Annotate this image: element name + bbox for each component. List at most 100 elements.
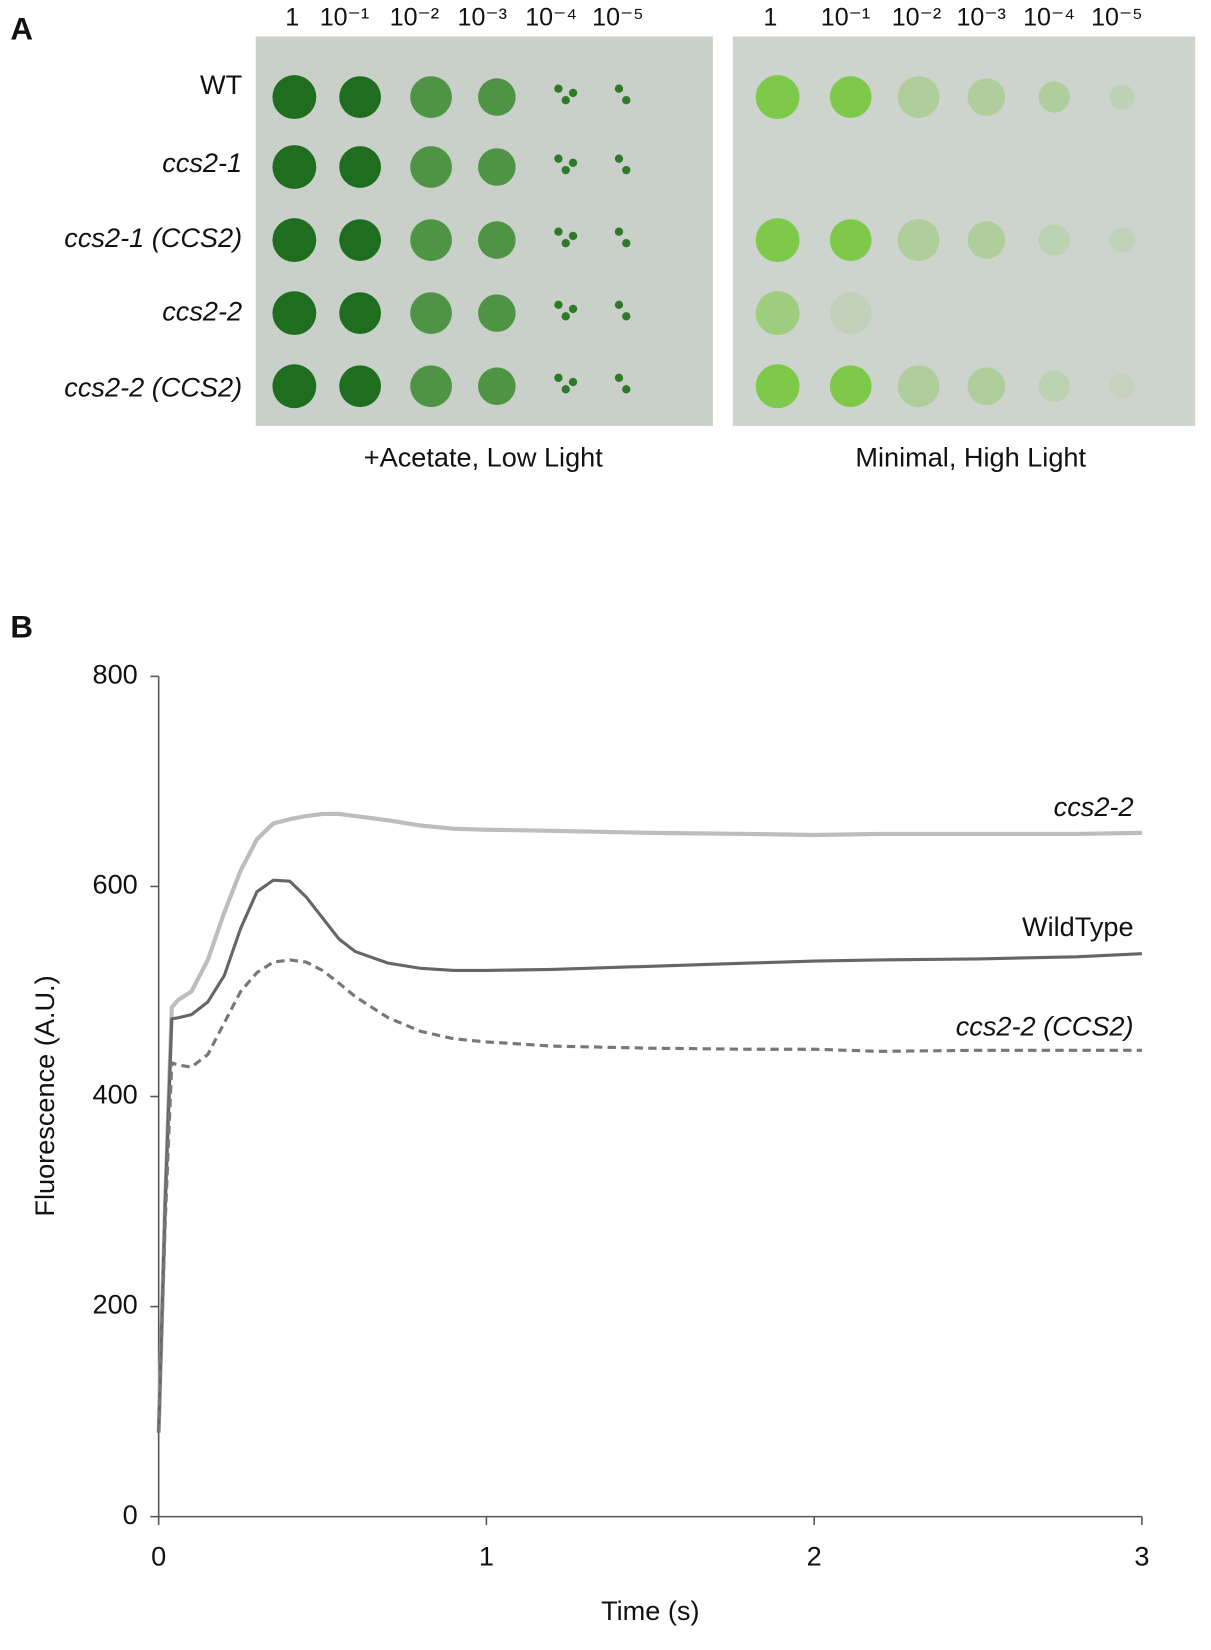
colony-spot xyxy=(1109,84,1135,110)
dilution-label: 10⁻³ xyxy=(458,3,507,31)
colony-spot xyxy=(339,365,381,408)
x-tick-label: 0 xyxy=(151,1541,166,1572)
x-tick-label: 1 xyxy=(479,1541,494,1572)
colony-spot xyxy=(829,219,872,261)
strain-label: ccs2-1 xyxy=(162,147,242,178)
colony-spot xyxy=(1109,373,1135,399)
series-label: WildType xyxy=(1022,911,1134,942)
colony-spot xyxy=(410,146,452,188)
colony-dot xyxy=(561,96,570,105)
series-line xyxy=(156,811,1142,1433)
colony-spot xyxy=(967,367,1006,405)
strain-label: WT xyxy=(200,69,242,100)
x-tick-label: 3 xyxy=(1134,1541,1149,1572)
colony-spot xyxy=(829,292,872,335)
colony-spot xyxy=(1109,227,1135,253)
dilution-label: 10⁻¹ xyxy=(320,3,369,31)
colony-spot xyxy=(829,365,872,408)
y-tick-label: 600 xyxy=(93,869,138,900)
colony-spot xyxy=(755,218,800,262)
dilution-label: 10⁻⁴ xyxy=(525,3,577,31)
colony-spot xyxy=(1038,81,1070,113)
colony-spot xyxy=(755,75,800,119)
panel-label: B xyxy=(10,610,33,645)
dilution-label: 10⁻⁴ xyxy=(1023,3,1075,31)
colony-dot xyxy=(614,300,624,309)
dilution-label: 1 xyxy=(763,3,777,31)
colony-spot xyxy=(339,76,381,118)
colony-dot xyxy=(561,239,570,248)
colony-spot xyxy=(410,76,452,118)
series-line xyxy=(157,958,1142,1433)
y-tick-label: 0 xyxy=(123,1499,138,1530)
condition-label: Minimal, High Light xyxy=(855,441,1086,472)
colony-dot xyxy=(568,158,578,168)
colony-spot xyxy=(829,76,872,118)
colony-spot xyxy=(1038,224,1070,256)
dilution-label: 10⁻² xyxy=(390,3,439,31)
dilution-label: 10⁻¹ xyxy=(821,3,870,31)
colony-spot xyxy=(410,292,452,335)
colony-dot xyxy=(554,300,563,309)
colony-dot xyxy=(614,84,624,93)
colony-dot xyxy=(622,385,631,394)
dilution-label: 10⁻⁵ xyxy=(1091,3,1142,31)
strain-label: ccs2-1 (CCS2) xyxy=(64,222,242,253)
colony-spot xyxy=(897,219,940,261)
plate xyxy=(732,36,1196,426)
strain-label: ccs2-2 xyxy=(162,295,242,326)
colony-dot xyxy=(622,239,631,248)
colony-dot xyxy=(614,154,624,163)
dilution-label: 10⁻² xyxy=(892,3,941,31)
series-line xyxy=(157,878,1142,1433)
colony-dot xyxy=(622,165,631,175)
colony-dot xyxy=(554,227,563,236)
strain-label: ccs2-2 (CCS2) xyxy=(64,372,242,403)
colony-dot xyxy=(561,385,570,394)
colony-spot xyxy=(478,367,516,405)
dilution-label: 1 xyxy=(285,3,299,31)
x-axis-label: Time (s) xyxy=(601,1595,699,1626)
colony-spot xyxy=(272,291,317,336)
y-tick-label: 200 xyxy=(93,1289,138,1320)
colony-dot xyxy=(568,231,578,241)
colony-spot xyxy=(272,145,317,189)
colony-dot xyxy=(554,154,563,163)
colony-dot xyxy=(622,312,631,321)
figure-root: A B +Acetate, Low Light Minimal, High Li… xyxy=(10,3,1196,1626)
colony-spot xyxy=(967,78,1006,116)
colony-spot xyxy=(897,76,940,118)
colony-dot xyxy=(614,373,624,383)
colony-spot xyxy=(339,146,381,188)
dilution-label: 10⁻⁵ xyxy=(592,3,643,31)
colony-spot xyxy=(272,75,317,119)
colony-spot xyxy=(755,364,800,409)
series-label: ccs2-2 (CCS2) xyxy=(956,1010,1134,1041)
colony-dot xyxy=(622,96,631,105)
colony-spot xyxy=(339,292,381,335)
colony-spot xyxy=(272,218,317,262)
colony-spot xyxy=(339,219,381,261)
colony-dot xyxy=(561,165,570,175)
colony-dot xyxy=(554,84,563,93)
colony-spot xyxy=(897,365,940,408)
colony-spot xyxy=(755,291,800,336)
colony-spot xyxy=(410,365,452,408)
colony-dot xyxy=(561,312,570,321)
colony-spot xyxy=(410,219,452,261)
colony-spot xyxy=(478,294,516,332)
colony-dot xyxy=(614,227,624,236)
x-tick-label: 2 xyxy=(807,1541,822,1572)
colony-dot xyxy=(554,373,563,383)
dilution-label: 10⁻³ xyxy=(956,3,1005,31)
colony-spot xyxy=(967,221,1006,259)
colony-spot xyxy=(478,78,516,116)
colony-spot xyxy=(272,364,317,409)
colony-dot xyxy=(568,304,578,314)
colony-spot xyxy=(478,148,516,186)
series-label: ccs2-2 xyxy=(1054,791,1134,822)
y-tick-label: 800 xyxy=(93,659,138,690)
y-tick-label: 400 xyxy=(93,1079,138,1110)
colony-spot xyxy=(478,221,516,259)
